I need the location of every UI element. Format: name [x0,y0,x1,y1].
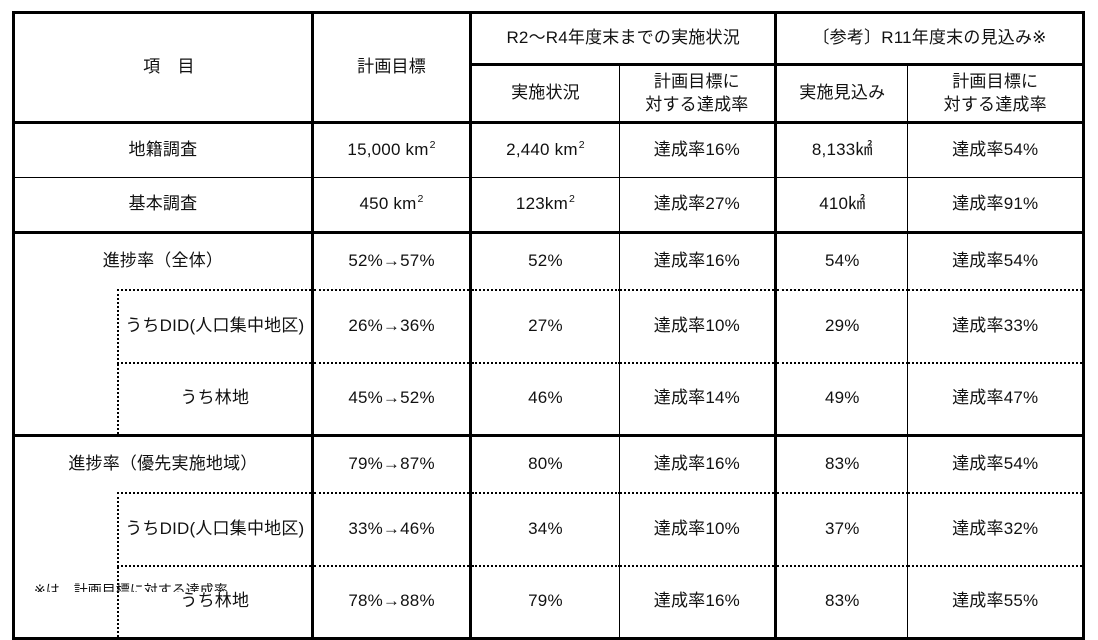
document-page: 項 目 計画目標 R2～R4年度末までの実施状況 〔参考〕R11年度末の見込み※… [12,11,1085,640]
cell-plan-goal: 79%→87% [311,434,473,493]
cell-forecast-status: 37% [775,491,909,567]
cell-forecast-status: 29% [775,288,909,364]
cell-actual-status: 27% [470,288,620,364]
cell-forecast-status: 83% [775,565,909,639]
row-indent-spacer [13,492,119,566]
row-indent-spacer [13,565,119,639]
header-sub-actual-status: 実施状況 [470,64,620,123]
plan-progress-table: 項 目 計画目標 R2～R4年度末までの実施状況 〔参考〕R11年度末の見込み※… [12,11,1085,640]
cell-plan-goal: 33%→46% [311,491,473,567]
header-sub-actual-rate: 計画目標に 対する達成率 [618,64,778,123]
cell-plan-goal: 26%→36% [311,288,473,364]
row-label: うちDID(人口集中地区) [116,491,314,567]
cell-plan-goal-unit-sup: 2 [417,193,424,206]
table-row: うちDID(人口集中地区) 33%→46% 34% 達成率10% 37% 達成率… [13,491,1084,567]
cell-actual-status: 79% [470,565,620,639]
cell-plan-goal-value: 450 km [359,194,417,214]
table-row: うち林地 78%→88% 79% 達成率16% 83% 達成率55% [13,565,1084,639]
cell-forecast-rate: 達成率54% [907,231,1084,290]
cell-plan-goal: 450 km2 [311,177,473,233]
header-sub-actual-rate-line2: 対する達成率 [645,94,749,114]
header-sub-forecast-rate: 計画目標に 対する達成率 [907,64,1084,123]
cell-forecast-status: 8,133㎢ [775,121,909,178]
cell-actual-rate: 達成率14% [618,362,778,436]
table-header-row-top: 項 目 計画目標 R2～R4年度末までの実施状況 〔参考〕R11年度末の見込み※ [13,12,1084,123]
cell-actual-rate: 達成率10% [618,491,778,567]
row-label: うち林地 [116,565,314,639]
table-row: 基本調査 450 km2 123km2 達成率27% 410㎢ 達成率91% [13,177,1084,233]
table-footnote: ※は、計画目標に対する達成率 [34,583,228,592]
table-row: うち林地 45%→52% 46% 達成率14% 49% 達成率47% [13,362,1084,436]
table-row: うちDID(人口集中地区) 26%→36% 27% 達成率10% 29% 達成率… [13,288,1084,364]
cell-actual-rate: 達成率16% [618,121,778,178]
cell-forecast-rate: 達成率55% [907,565,1084,639]
cell-plan-goal-unit-sup: 2 [429,139,436,152]
cell-actual-status: 123km2 [470,177,620,233]
header-item-column: 項 目 [13,12,314,123]
cell-actual-status-unit-sup: 2 [578,139,585,152]
cell-actual-status-value: 2,440 km [506,140,578,160]
row-label: うちDID(人口集中地区) [116,288,314,364]
header-sub-forecast-status: 実施見込み [775,64,909,123]
cell-actual-rate: 達成率16% [618,565,778,639]
cell-forecast-rate: 達成率91% [907,177,1084,233]
cell-plan-goal: 52%→57% [311,231,473,290]
cell-forecast-rate: 達成率32% [907,491,1084,567]
cell-actual-status: 46% [470,362,620,436]
row-label: うち林地 [116,362,314,436]
row-indent-spacer [13,289,119,363]
table-row: 進捗率（優先実施地域） 79%→87% 80% 達成率16% 83% 達成率54… [13,434,1084,493]
cell-actual-status: 34% [470,491,620,567]
cell-actual-rate: 達成率16% [618,434,778,493]
cell-forecast-rate: 達成率54% [907,434,1084,493]
header-sub-actual-rate-line1: 計画目標に [653,71,740,91]
table-row: 進捗率（全体） 52%→57% 52% 達成率16% 54% 達成率54% [13,231,1084,290]
cell-forecast-status: 54% [775,231,909,290]
row-label: 進捗率（優先実施地域） [13,434,314,493]
row-label: 進捗率（全体） [13,231,314,290]
cell-forecast-status: 410㎢ [775,177,909,233]
cell-forecast-status: 49% [775,362,909,436]
cell-actual-rate: 達成率27% [618,177,778,233]
row-label: 地籍調査 [13,121,314,178]
header-group-forecast: 〔参考〕R11年度末の見込み※ [775,12,1084,66]
table-row: 地籍調査 15,000 km2 2,440 km2 達成率16% 8,133㎢ … [13,121,1084,178]
cell-actual-status: 52% [470,231,620,290]
cell-actual-rate: 達成率10% [618,288,778,364]
cell-forecast-status: 83% [775,434,909,493]
cell-forecast-rate: 達成率47% [907,362,1084,436]
cell-plan-goal: 45%→52% [311,362,473,436]
cell-actual-status-value: 123km [515,194,568,214]
row-label: 基本調査 [13,177,314,233]
header-sub-forecast-rate-line1: 計画目標に [952,71,1039,91]
cell-plan-goal: 78%→88% [311,565,473,639]
cell-plan-goal: 15,000 km2 [311,121,473,178]
cell-forecast-status-value: 8,133㎢ [811,140,873,160]
table-header-row-sub: 実施状況 計画目標に 対する達成率 実施見込み 計画目標に 対する達成率 [14,64,1084,123]
cell-actual-status: 2,440 km2 [470,121,620,178]
cell-plan-goal-value: 15,000 km [347,140,429,160]
cell-actual-rate: 達成率16% [618,231,778,290]
header-plan-goal-column: 計画目標 [311,12,473,123]
cell-actual-status-unit-sup: 2 [568,193,576,206]
cell-forecast-rate: 達成率33% [907,288,1084,364]
row-indent-spacer [13,362,119,436]
header-sub-forecast-rate-line2: 対する達成率 [943,94,1047,114]
cell-forecast-rate: 達成率54% [907,121,1084,178]
cell-actual-status: 80% [470,434,620,493]
header-group-actual: R2～R4年度末までの実施状況 [470,12,778,66]
cell-forecast-status-value: 410㎢ [819,194,866,214]
